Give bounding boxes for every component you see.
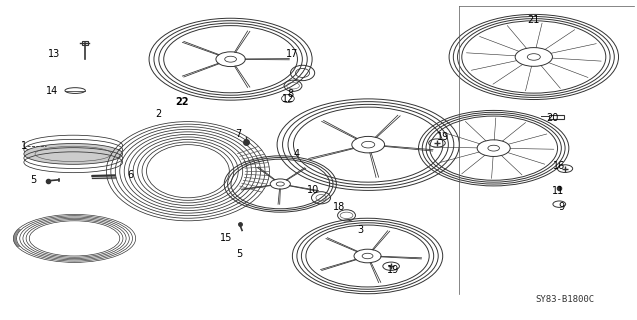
- Text: 20: 20: [547, 113, 559, 123]
- Ellipse shape: [24, 143, 122, 164]
- Text: 9: 9: [559, 202, 565, 212]
- Text: 5: 5: [30, 175, 36, 185]
- Text: 8: 8: [287, 89, 294, 100]
- Text: SY83-B1800C: SY83-B1800C: [535, 295, 594, 304]
- Text: 4: 4: [293, 148, 299, 159]
- Text: 22: 22: [175, 97, 189, 107]
- Text: 13: 13: [48, 49, 61, 59]
- Text: 16: 16: [553, 161, 566, 171]
- Text: 6: 6: [127, 170, 134, 180]
- Text: 21: 21: [527, 15, 540, 25]
- Text: 15: 15: [220, 233, 233, 243]
- Text: 10: 10: [307, 185, 320, 195]
- Text: 12: 12: [282, 94, 294, 104]
- Bar: [82, 41, 88, 45]
- Bar: [549, 115, 564, 119]
- Text: 1: 1: [21, 140, 27, 151]
- Text: 11: 11: [552, 186, 564, 196]
- Text: 18: 18: [333, 202, 345, 212]
- Text: 5: 5: [236, 249, 242, 259]
- Text: 19: 19: [387, 265, 399, 276]
- Text: 14: 14: [46, 86, 59, 96]
- Text: 3: 3: [357, 225, 363, 236]
- Polygon shape: [92, 175, 116, 179]
- Text: 17: 17: [285, 49, 298, 59]
- Text: 7: 7: [235, 129, 241, 139]
- Text: 19: 19: [436, 132, 449, 142]
- Text: 2: 2: [155, 108, 161, 119]
